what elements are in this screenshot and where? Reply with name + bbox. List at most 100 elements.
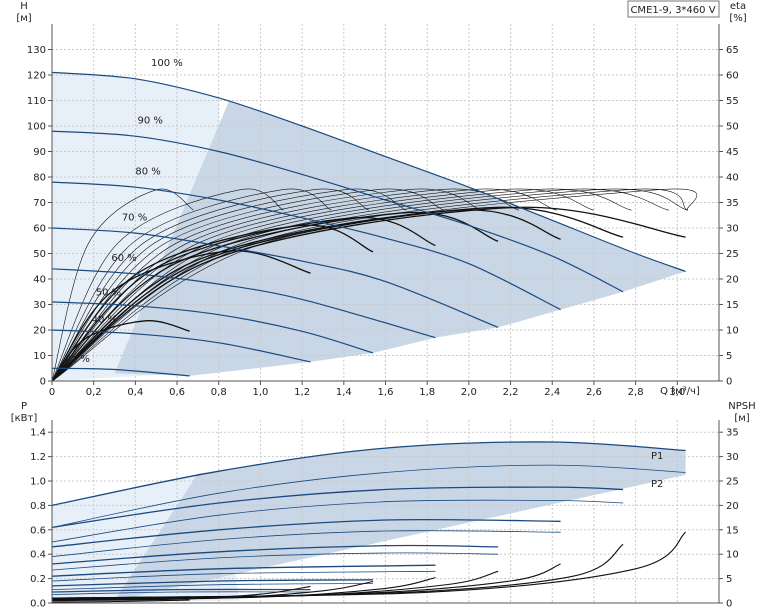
speed-label: 21 % [65,354,90,365]
p-tick-label: 0.8 [30,501,46,512]
y-tick-label: 90 [33,147,46,158]
y-tick-label: 80 [33,173,46,184]
eta-iso-line [51,188,332,382]
label-p1: P1 [651,451,663,462]
y-tick-label: 50 [33,249,46,260]
npsh-tick-label: 35 [726,428,739,439]
p1-curve [51,518,561,548]
bottom-y2label: NPSH [728,401,755,412]
x-tick-label: 1,2 [294,387,310,398]
p1-curve [51,579,374,587]
y-tick-label: 110 [27,96,46,107]
p1-curve [51,564,436,577]
y2-tick-label: 15 [726,300,739,311]
y2-tick-label: 5 [726,351,732,362]
eta-curve [51,224,374,382]
eta-iso-line [51,188,688,382]
y-tick-label: 10 [33,351,46,362]
x-tick-label: 0,6 [169,387,185,398]
p2-curve [51,530,561,557]
speed-label: 60 % [111,253,136,264]
head-curve [51,181,561,311]
npsh-tick-label: 20 [726,501,739,512]
area-dark-top [114,97,686,376]
x-tick-label: 2,0 [461,387,477,398]
p-tick-label: 0.4 [30,550,46,561]
head-curve [51,301,374,354]
y2-tick-label: 0 [726,377,732,388]
eta-curve [51,209,561,382]
eta-iso-line [51,188,284,382]
npsh-tick-label: 0 [726,599,732,610]
speed-label: 50 % [96,288,121,299]
model-label-box [627,0,720,18]
head-curve [51,367,190,377]
npsh-tick-label: 15 [726,525,739,536]
y2-tick-label: 25 [726,249,739,260]
p-tick-label: 0.6 [30,525,46,536]
y-tick-label: 130 [27,45,46,56]
p-tick-label: 1.4 [30,428,46,439]
x-tick-label: 2,4 [544,387,560,398]
top-y2label-unit: [%] [729,13,746,24]
y-tick-label: 60 [33,224,46,235]
label-p2: P2 [651,479,663,490]
x-tick-label: 3,0 [669,387,685,398]
p-tick-label: 0.0 [30,599,46,610]
x-tick-label: 0 [49,387,55,398]
top-ylabel-unit: [м] [16,13,31,24]
eta-iso-line [51,188,670,382]
npsh-curve [51,599,190,603]
p1-curve [51,441,686,507]
speed-label: 100 % [151,58,183,69]
head-curve [51,130,624,293]
y2-tick-label: 30 [726,224,739,235]
speed-label: 70 % [122,212,147,223]
top-y2label: eta [730,1,746,12]
head-curve [51,268,436,339]
y2-tick-label: 10 [726,326,739,337]
x-tick-label: 0,4 [127,387,143,398]
p2-curve [51,552,499,571]
p2-curve [51,570,436,582]
y2-tick-label: 65 [726,45,739,56]
chart-title: CME1-9, 3*460 V [630,5,715,16]
y-tick-label: 30 [33,300,46,311]
eta-iso-line [51,188,519,382]
y-tick-label: 20 [33,326,46,337]
grids [51,24,719,603]
p1-curve [51,588,311,593]
x-tick-label: 0,2 [86,387,102,398]
eta-curve [51,206,624,382]
y2-tick-label: 50 [726,122,739,133]
x-tick-label: 1,0 [252,387,268,398]
speed-label: 80 % [135,166,160,177]
y2-tick-label: 45 [726,147,739,158]
y-tick-label: 70 [33,198,46,209]
npsh-curve [51,531,686,599]
npsh-tick-label: 5 [726,574,732,585]
y2-tick-label: 20 [726,275,739,286]
eta-iso-line [51,188,407,382]
bottom-ylabel: P [21,401,27,412]
bottom-y2label-unit: [м] [734,413,749,424]
x-tick-label: 0,8 [211,387,227,398]
p-tick-label: 1.2 [30,452,46,463]
p2-curve [51,499,624,543]
top-xlabel: Q [м³/ч] [660,386,700,397]
top-ylabel: H [20,1,28,12]
y-tick-label: 120 [27,71,46,82]
y-tick-label: 100 [27,122,46,133]
p1-curve [51,544,499,565]
eta-iso-line [51,188,594,382]
bottom-ylabel-unit: [кВт] [11,413,38,424]
x-tick-label: 1,6 [378,387,394,398]
x-tick-label: 1,4 [336,387,352,398]
p-tick-label: 0.2 [30,574,46,585]
npsh-tick-label: 10 [726,550,739,561]
p1-curve [51,486,624,529]
npsh-tick-label: 30 [726,452,739,463]
x-tick-label: 2,2 [503,387,519,398]
npsh-tick-label: 25 [726,477,739,488]
x-tick-label: 1,8 [419,387,435,398]
